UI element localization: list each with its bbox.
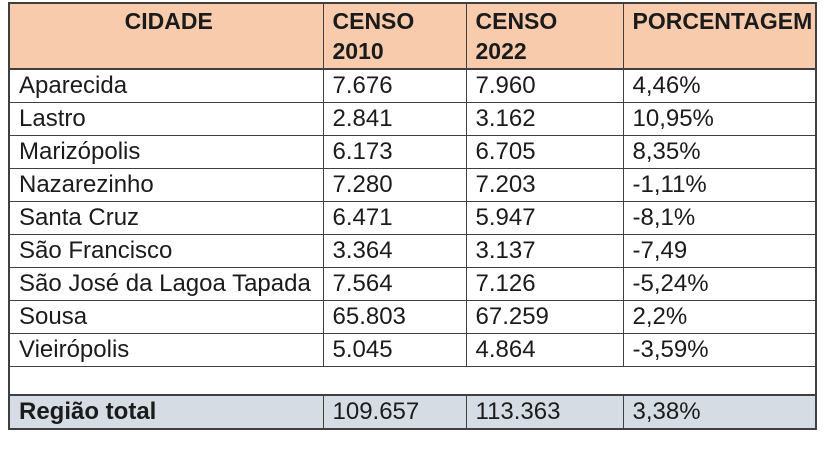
cell-censo-2022: 67.259 [465, 300, 624, 334]
spacer-row [8, 366, 817, 396]
cell-censo-2022: 7.203 [465, 168, 624, 202]
cell-city: Aparecida [8, 68, 324, 103]
cell-censo-2022: 3.137 [465, 234, 624, 268]
cell-censo-2010: 6.173 [322, 135, 467, 169]
cell-city: Marizópolis [8, 135, 324, 169]
total-label: Região total [8, 394, 324, 430]
table-row: Nazarezinho 7.280 7.203 -1,11% [8, 168, 817, 202]
header-cell-censo-2022: CENSO 2022 [465, 2, 624, 70]
cell-censo-2010: 7.564 [322, 267, 467, 301]
table-row: Lastro 2.841 3.162 10,95% [8, 102, 817, 136]
header-cell-censo-2010: CENSO 2010 [322, 2, 467, 70]
table-body: Aparecida 7.676 7.960 4,46% Lastro 2.841… [8, 68, 817, 430]
cell-censo-2022: 6.705 [465, 135, 624, 169]
spacer-cell [8, 366, 817, 396]
header-cell-porcentagem: PORCENTAGEM [622, 2, 817, 70]
cell-porcentagem: -5,24% [622, 267, 817, 301]
table-row: Vieirópolis 5.045 4.864 -3,59% [8, 333, 817, 367]
cell-censo-2022: 7.126 [465, 267, 624, 301]
cell-censo-2010: 5.045 [322, 333, 467, 367]
cell-porcentagem: 8,35% [622, 135, 817, 169]
cell-city: Sousa [8, 300, 324, 334]
cell-censo-2022: 4.864 [465, 333, 624, 367]
cell-city: São Francisco [8, 234, 324, 268]
cell-censo-2022: 3.162 [465, 102, 624, 136]
cell-city: Santa Cruz [8, 201, 324, 235]
cell-porcentagem: 4,46% [622, 68, 817, 103]
total-censo-2010: 109.657 [322, 394, 467, 430]
header-censo-2022-line2: 2022 [475, 38, 527, 64]
header-censo-2010-line2: 2010 [332, 38, 384, 64]
cell-porcentagem: -1,11% [622, 168, 817, 202]
cell-censo-2010: 7.280 [322, 168, 467, 202]
header-porcentagem-label: PORCENTAGEM [632, 8, 813, 34]
cell-porcentagem: -7,49 [622, 234, 817, 268]
cell-city: Nazarezinho [8, 168, 324, 202]
cell-censo-2010: 6.471 [322, 201, 467, 235]
cell-censo-2022: 5.947 [465, 201, 624, 235]
census-table: CIDADE CENSO 2010 CENSO 2022 PORCENTAGEM… [8, 2, 817, 430]
cell-censo-2010: 7.676 [322, 68, 467, 103]
cell-censo-2010: 2.841 [322, 102, 467, 136]
cell-city: Vieirópolis [8, 333, 324, 367]
cell-city: São José da Lagoa Tapada [8, 267, 324, 301]
cell-porcentagem: -8,1% [622, 201, 817, 235]
table-row: Marizópolis 6.173 6.705 8,35% [8, 135, 817, 169]
cell-porcentagem: 2,2% [622, 300, 817, 334]
header-cell-cidade: CIDADE [8, 2, 324, 70]
table-row: Sousa 65.803 67.259 2,2% [8, 300, 817, 334]
table-row: São José da Lagoa Tapada 7.564 7.126 -5,… [8, 267, 817, 301]
header-cidade-label: CIDADE [124, 8, 213, 34]
header-censo-2010-line1: CENSO [332, 8, 415, 34]
table-row: Aparecida 7.676 7.960 4,46% [8, 68, 817, 103]
table-row: São Francisco 3.364 3.137 -7,49 [8, 234, 817, 268]
cell-city: Lastro [8, 102, 324, 136]
cell-censo-2022: 7.960 [465, 68, 624, 103]
cell-porcentagem: -3,59% [622, 333, 817, 367]
table-row: Santa Cruz 6.471 5.947 -8,1% [8, 201, 817, 235]
cell-censo-2010: 65.803 [322, 300, 467, 334]
total-censo-2022: 113.363 [465, 394, 624, 430]
header-row: CIDADE CENSO 2010 CENSO 2022 PORCENTAGEM [8, 2, 817, 70]
cell-porcentagem: 10,95% [622, 102, 817, 136]
total-porcentagem: 3,38% [622, 394, 817, 430]
total-row: Região total 109.657 113.363 3,38% [8, 394, 817, 430]
header-censo-2022-line1: CENSO [475, 8, 558, 34]
cell-censo-2010: 3.364 [322, 234, 467, 268]
table-header: CIDADE CENSO 2010 CENSO 2022 PORCENTAGEM [8, 2, 817, 70]
